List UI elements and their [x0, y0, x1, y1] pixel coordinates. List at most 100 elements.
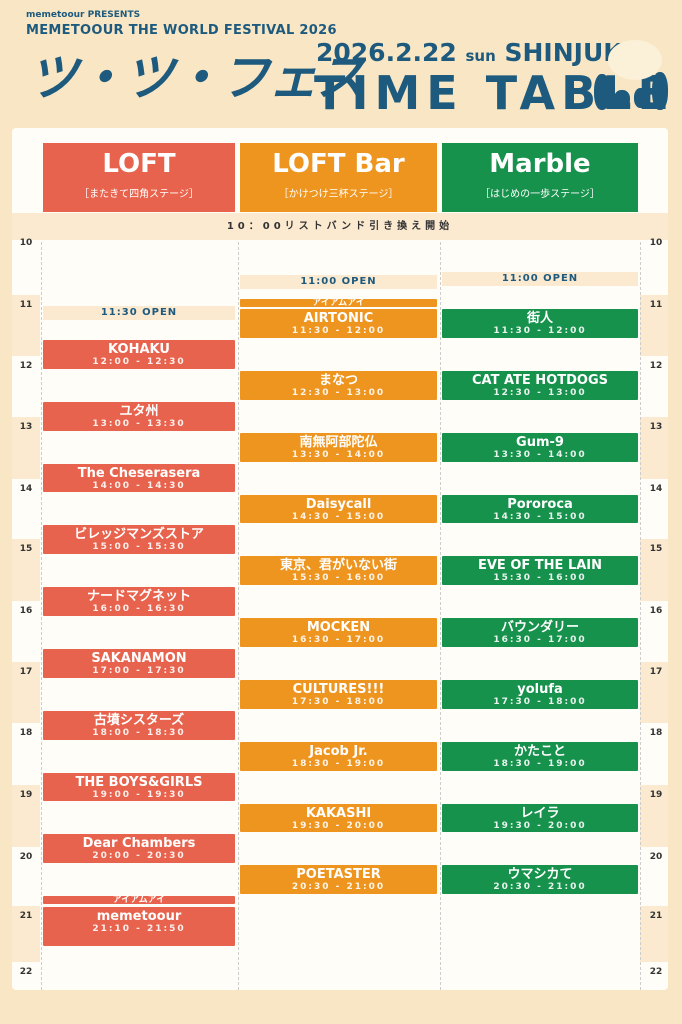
act-block[interactable]: AIRTONIC 11:30 - 12:00 — [240, 309, 437, 338]
hour-label-right: 15 — [649, 544, 663, 554]
act-name: 南無阿部陀仏 — [299, 434, 378, 450]
stage-header-0: LOFT ［またきて四角ステージ］ — [43, 143, 235, 212]
act-block[interactable]: ユタ州 13:00 - 13:30 — [43, 401, 235, 431]
act-time: 13:30 - 14:00 — [291, 449, 386, 460]
act-name: KAKASHI — [305, 805, 372, 821]
hour-label-left: 13 — [19, 422, 33, 432]
act-name: アイアムアイ — [312, 298, 365, 308]
act-block[interactable]: 東京、君がいない街 15:30 - 16:00 — [240, 556, 437, 586]
act-time: 14:30 - 15:00 — [291, 511, 386, 522]
hour-band — [640, 785, 668, 847]
open-banner: 11:00 OPEN — [442, 272, 638, 287]
act-block[interactable]: KAKASHI 19:30 - 20:00 — [240, 803, 437, 833]
hour-label-right: 13 — [649, 422, 663, 432]
hour-label-left: 10 — [19, 238, 33, 248]
act-block[interactable]: かたこと 18:30 - 19:00 — [442, 741, 638, 771]
hour-band — [12, 295, 40, 356]
date: 2026.2.22 — [316, 38, 457, 67]
act-block[interactable]: Daisycall 14:30 - 15:00 — [240, 494, 437, 524]
stage-name: LOFT — [102, 149, 176, 179]
stage-name: LOFT Bar — [272, 149, 405, 179]
act-block[interactable]: CAT ATE HOTDOGS 12:30 - 13:00 — [442, 370, 638, 400]
act-block[interactable]: KOHAKU 12:00 - 12:30 — [43, 340, 235, 369]
hour-label-left: 18 — [19, 728, 33, 738]
cloud-icon — [608, 40, 662, 80]
act-block[interactable]: Gum-9 13:30 - 14:00 — [442, 432, 638, 462]
hour-label-left: 21 — [19, 911, 33, 921]
act-time: 16:30 - 17:00 — [291, 635, 386, 646]
hour-label-right: 10 — [649, 238, 663, 248]
act-block[interactable]: バウンダリー 16:30 - 17:00 — [442, 618, 638, 647]
act-block[interactable]: SAKANAMON 17:00 - 17:30 — [43, 649, 235, 678]
act-block[interactable]: The Cheserasera 14:00 - 14:30 — [43, 463, 235, 493]
act-block[interactable]: Pororoca 14:30 - 15:00 — [442, 494, 638, 524]
hour-label-left: 20 — [19, 852, 33, 862]
act-block[interactable]: CULTURES!!! 17:30 - 18:00 — [240, 679, 437, 709]
act-block[interactable]: アイアムアイ21:00 - 21:10 — [43, 896, 235, 905]
act-name: SAKANAMON — [91, 651, 187, 666]
column-divider — [41, 242, 42, 990]
act-block[interactable]: Jacob Jr. 18:30 - 19:00 — [240, 741, 437, 771]
mascot-icon — [652, 72, 668, 110]
act-name: CULTURES!!! — [292, 681, 385, 697]
act-time: 17:00 - 17:30 — [92, 666, 186, 676]
act-name: レイラ — [520, 805, 560, 821]
stage-subtitle: ［かけつけ三杯ステージ］ — [278, 189, 399, 200]
hour-label-left: 16 — [19, 606, 33, 616]
hour-label-left: 14 — [19, 484, 33, 494]
act-block[interactable]: Dear Chambers 20:00 - 20:30 — [43, 834, 235, 864]
hour-band — [640, 417, 668, 479]
act-block[interactable]: アイアムアイ11:20 - 11:30 — [240, 298, 437, 308]
hour-label-left: 12 — [19, 361, 33, 371]
act-name: Pororoca — [507, 496, 573, 512]
act-time: 17:30 - 18:00 — [291, 696, 386, 707]
act-name: EVE OF THE LAIN — [477, 558, 603, 574]
hour-label-left: 11 — [19, 300, 33, 310]
act-block[interactable]: THE BOYS&GIRLS 19:00 - 19:30 — [43, 772, 235, 802]
hour-band — [640, 295, 668, 356]
act-time: 15:30 - 16:00 — [291, 573, 386, 584]
act-block[interactable]: memetoour 21:10 - 21:50 — [43, 906, 235, 946]
act-time: 19:00 - 19:30 — [92, 789, 186, 800]
act-block[interactable]: 古墳シスターズ 18:00 - 18:30 — [43, 710, 235, 740]
presents-text: memetoour PRESENTS — [26, 10, 141, 20]
hour-label-right: 20 — [649, 852, 663, 862]
act-block[interactable]: POETASTER 20:30 - 21:00 — [240, 865, 437, 895]
hour-label-left: 15 — [19, 544, 33, 554]
mascot-icon — [594, 74, 610, 110]
hour-label-left: 22 — [19, 967, 33, 977]
act-name: POETASTER — [296, 867, 381, 883]
act-name: memetoour — [96, 908, 182, 924]
hour-band — [640, 539, 668, 601]
act-block[interactable]: yolufa 17:30 - 18:00 — [442, 679, 638, 709]
act-name: Dear Chambers — [82, 836, 196, 852]
column-divider — [238, 242, 239, 990]
hour-label-right: 17 — [649, 667, 663, 677]
act-name: AIRTONIC — [303, 311, 374, 327]
act-block[interactable]: EVE OF THE LAIN 15:30 - 16:00 — [442, 556, 638, 586]
act-name: ナードマグネット — [86, 589, 191, 605]
act-block[interactable]: MOCKEN 16:30 - 17:00 — [240, 618, 437, 647]
act-time: 14:00 - 14:30 — [92, 480, 186, 491]
act-time: 20:30 - 21:00 — [291, 882, 386, 893]
act-time: 13:30 - 14:00 — [493, 449, 587, 460]
act-name: バウンダリー — [500, 620, 579, 636]
act-time: 15:00 - 15:30 — [92, 542, 186, 553]
event-date: 2026.2.22 sun SHINJUKU — [316, 38, 643, 67]
act-block[interactable]: ナードマグネット 16:00 - 16:30 — [43, 587, 235, 617]
festival-logo: ツ・ツ・フェス — [28, 49, 366, 107]
day: sun — [465, 47, 496, 65]
hour-band — [12, 785, 40, 847]
stage-header-1: LOFT Bar ［かけつけ三杯ステージ］ — [240, 143, 437, 212]
act-block[interactable]: ウマシカて 20:30 - 21:00 — [442, 865, 638, 895]
act-block[interactable]: レイラ 19:30 - 20:00 — [442, 803, 638, 833]
act-name: ビレッジマンズストア — [74, 527, 204, 543]
act-time: 18:00 - 18:30 — [92, 727, 186, 738]
stage-name: Marble — [489, 149, 591, 179]
hour-band — [640, 662, 668, 723]
act-block[interactable]: 南無阿部陀仏 13:30 - 14:00 — [240, 432, 437, 462]
act-block[interactable]: まなつ 12:30 - 13:00 — [240, 370, 437, 400]
act-block[interactable]: 街人 11:30 - 12:00 — [442, 309, 638, 338]
act-block[interactable]: ビレッジマンズストア 15:00 - 15:30 — [43, 525, 235, 555]
act-name: まなつ — [318, 372, 358, 388]
